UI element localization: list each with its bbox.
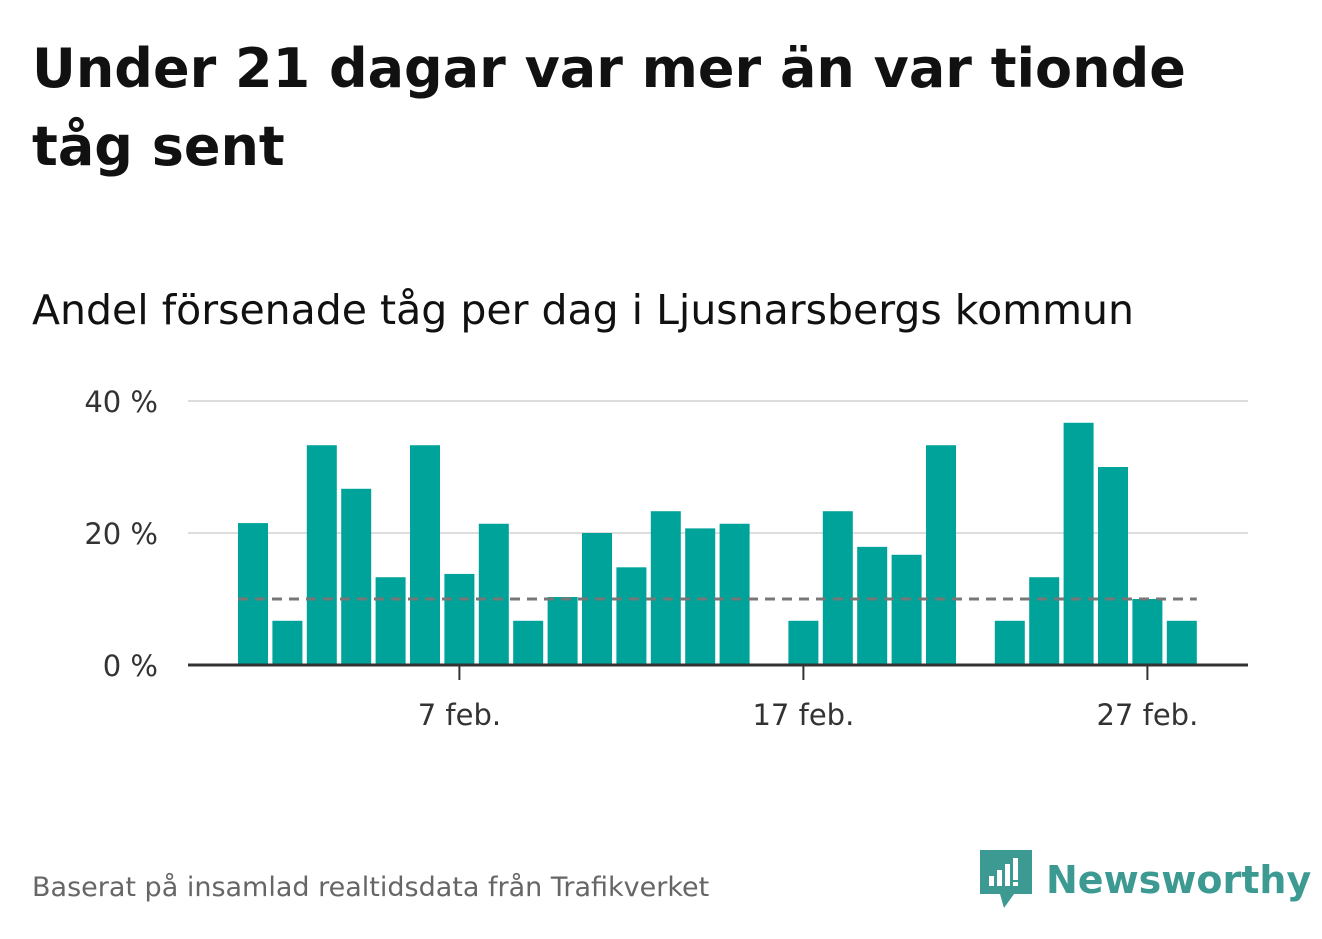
bar: [788, 620, 819, 665]
chart-title: Under 21 dagar var mer än var tionde tåg…: [32, 37, 1186, 178]
bar: [238, 523, 268, 665]
brand-logo: Newsworthy: [980, 850, 1311, 910]
bar: [994, 620, 1025, 665]
bar: [1063, 422, 1094, 665]
source-note: Baserat på insamlad realtidsdata från Tr…: [32, 872, 710, 903]
bar: [410, 445, 440, 665]
bar: [1132, 599, 1163, 665]
bar: [547, 597, 578, 665]
bar: [1098, 467, 1128, 665]
bar: [1029, 577, 1060, 665]
bar: [444, 573, 475, 665]
bar: [341, 488, 372, 665]
chart-subtitle: Andel försenade tåg per dag i Ljusnarsbe…: [32, 286, 1135, 334]
bar-chart: 0 % 20 % 40 % 7 feb. 17 feb. 27 feb.: [84, 385, 1248, 732]
bar: [478, 523, 509, 665]
x-tick-label: 27 feb.: [1096, 698, 1198, 732]
bar: [513, 620, 544, 665]
bar: [719, 523, 750, 665]
bar: [891, 554, 922, 665]
bar: [926, 445, 956, 665]
y-tick-label: 0 %: [103, 649, 158, 683]
bar: [685, 528, 716, 665]
newsworthy-logo-icon: [980, 850, 1032, 908]
y-tick-label: 40 %: [84, 385, 158, 419]
bar: [306, 445, 337, 665]
bar: [1166, 620, 1197, 665]
x-tick-label: 17 feb.: [752, 698, 854, 732]
bar: [616, 567, 647, 665]
brand-name: Newsworthy: [1046, 858, 1312, 902]
bar: [375, 577, 406, 665]
bar: [822, 511, 853, 665]
x-tick-label: 7 feb.: [418, 698, 501, 732]
y-tick-label: 20 %: [84, 517, 158, 551]
bar: [857, 546, 888, 665]
bar: [272, 620, 303, 665]
bar: [650, 511, 681, 665]
